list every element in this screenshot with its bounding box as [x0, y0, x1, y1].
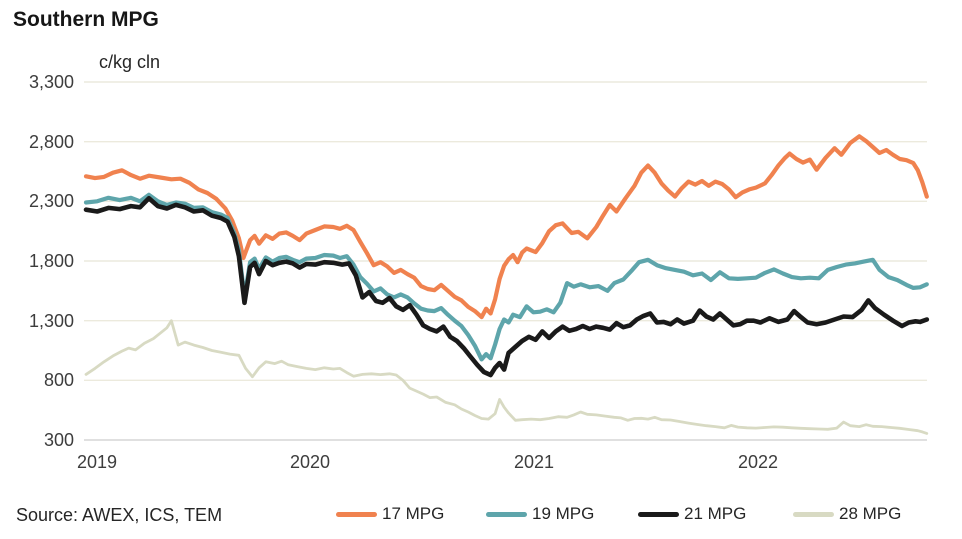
series-line-17-mpg — [83, 134, 929, 320]
series-line-28-mpg — [84, 319, 929, 435]
x-tick-2020: 2020 — [289, 452, 331, 472]
y-tick-800: 800 — [43, 370, 74, 391]
y-tick-1300: 1,300 — [28, 310, 74, 331]
y-axis-unit-label: c/kg cln — [99, 52, 161, 72]
y-tick-300: 300 — [43, 430, 74, 450]
series-line-21-mpg — [83, 196, 930, 378]
x-tick-2022: 2022 — [737, 452, 779, 472]
series-line-19-mpg — [83, 192, 929, 362]
x-tick-2021: 2021 — [513, 452, 555, 472]
chart-title: Southern MPG — [13, 8, 159, 31]
x-tick-2019: 2019 — [76, 452, 118, 472]
source-note: Source: AWEX, ICS, TEM — [16, 505, 223, 525]
y-tick-1800: 1,800 — [28, 251, 74, 271]
y-tick-2800: 2,800 — [28, 131, 74, 152]
y-tick-3300: 3,300 — [28, 72, 74, 92]
y-tick-2300: 2,300 — [28, 191, 74, 212]
